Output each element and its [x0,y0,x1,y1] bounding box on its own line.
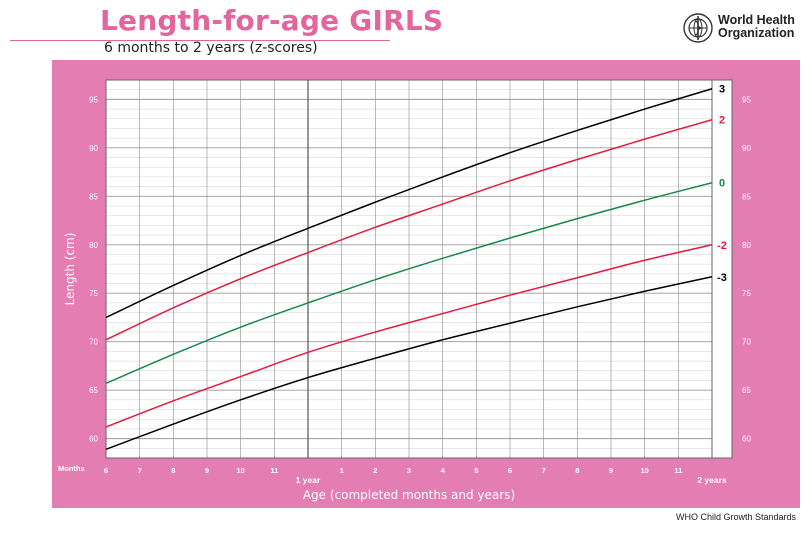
chart-subtitle: 6 months to 2 years (z-scores) [104,40,318,56]
x-tick-label: 8 [575,466,579,475]
chart-title: Length-for-age GIRLS [100,4,444,37]
x-tick-label: 7 [138,466,142,475]
x-tick-label: 6 [104,466,108,475]
x-tick-label: 11 [674,466,682,475]
x-tick-label: 8 [171,466,175,475]
y-tick-label-right: 85 [742,192,751,201]
y-tick-label-left: 70 [89,338,98,347]
zscore-curves [105,88,713,450]
y-tick-label-right: 75 [742,289,751,298]
footer-credit: WHO Child Growth Standards [675,512,796,522]
x-tick-label: 2 [373,466,377,475]
zscore-curve-0 [105,182,713,385]
y-tick-label-left: 65 [89,386,98,395]
zscore-label--2: -2 [717,240,727,252]
x-tick-label: 9 [205,466,209,475]
zscore-curve--3 [105,276,713,450]
who-logo: World Health Organization [682,12,802,46]
y-tick-label-right: 90 [742,144,751,153]
x-prefix-label: Months [58,464,85,473]
chart-panel: 60 60 65 65 70 70 75 75 80 80 85 85 90 90 95 95 6 7 8 9 10 11… [52,60,800,508]
zscore-curve-3 [105,88,713,319]
x-tick-label: 3 [407,466,411,475]
x-tick-label: 4 [441,466,446,475]
zscore-curve--2 [105,244,713,428]
x-axis-label: Age (completed months and years) [303,488,515,502]
grid-major [105,79,733,466]
zscore-label-2: 2 [719,115,725,127]
x-tick-label: 7 [542,466,546,475]
who-emblem-icon [683,13,713,43]
y-axis-label: Length (cm) [63,233,77,306]
y-tick-label-right: 95 [742,95,751,104]
y-tick-label-left: 90 [89,144,98,153]
who-name: World Health Organization [718,14,795,40]
title-rule [10,40,390,41]
curve-label-column [711,79,733,459]
y-tick-label-right: 70 [742,338,751,347]
y-tick-label-left: 60 [89,435,98,444]
who-name-line2: Organization [718,26,795,40]
x-tick-label: 9 [609,466,613,475]
x-tick-label: 10 [236,466,244,475]
zscore-label-3: 3 [719,84,725,96]
who-name-line1: World Health [718,13,795,27]
y-tick-label-left: 85 [89,192,98,201]
y-tick-label-right: 60 [742,435,751,444]
y-tick-label-left: 75 [89,289,98,298]
x-tick-label: 6 [508,466,512,475]
x-tick-label: 5 [474,466,478,475]
x-tick-label: 11 [270,466,278,475]
x-tick-label: 1 year [296,475,321,485]
x-tick-label: 1 [340,466,344,475]
x-tick-label: 10 [640,466,648,475]
x-tick-label: 2 years [697,475,727,485]
y-tick-label-right: 80 [742,241,751,250]
zscore-label--3: -3 [717,272,727,284]
y-tick-label-left: 95 [89,95,98,104]
y-tick-label-left: 80 [89,241,98,250]
y-tick-label-right: 65 [742,386,751,395]
zscore-label-0: 0 [719,178,725,190]
zscore-curve-2 [105,119,713,341]
